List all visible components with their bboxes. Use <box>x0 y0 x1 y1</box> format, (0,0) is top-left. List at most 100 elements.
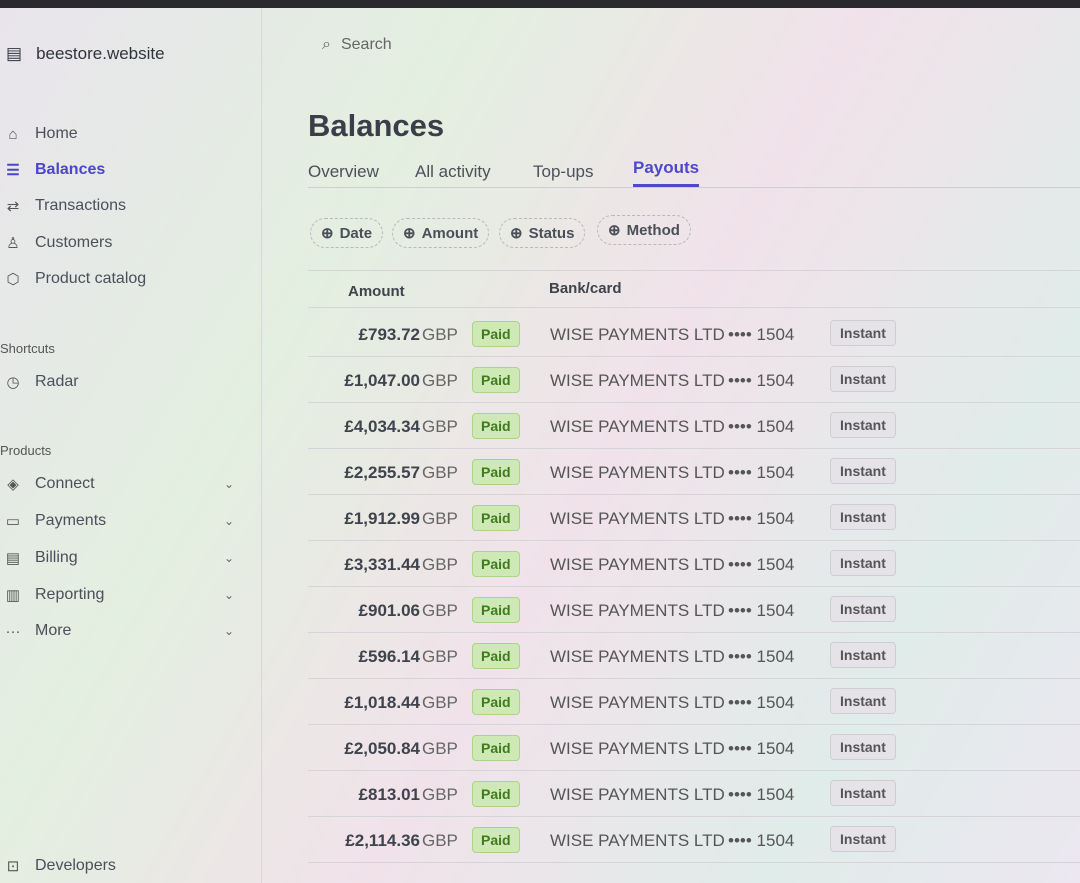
amount: £2,114.36 <box>345 831 420 850</box>
currency: GBP <box>422 647 458 666</box>
status-badge: Paid <box>472 551 520 577</box>
chevron-down-icon[interactable]: ⌄ <box>223 551 234 565</box>
account-switcher[interactable]: ▤ beestore.website <box>6 44 165 64</box>
status-badge: Paid <box>472 413 520 439</box>
filter-date[interactable]: ⊕ Date <box>310 218 384 248</box>
currency: GBP <box>422 785 458 804</box>
store-icon: ▤ <box>6 44 23 63</box>
amount: £3,331.44 <box>344 555 420 574</box>
account-last4: •••• 1504 <box>728 555 795 574</box>
filter-label: Amount <box>421 224 479 242</box>
method-badge: Instant <box>830 826 896 852</box>
table-row[interactable]: £813.01 GBP Paid WISE PAYMENTS LTD •••• … <box>308 771 1080 817</box>
status-badge: Paid <box>472 505 520 531</box>
sidebar-item-reporting[interactable]: ▥ Reporting ⌄ <box>4 586 234 604</box>
currency: GBP <box>422 417 458 436</box>
column-header-amount[interactable]: Amount <box>348 283 405 300</box>
table-row[interactable]: £2,255.57 GBP Paid WISE PAYMENTS LTD •••… <box>308 449 1080 495</box>
filter-method[interactable]: ⊕ Method <box>597 215 691 245</box>
screen-bezel <box>0 0 1080 8</box>
table-header: Amount Bank/card <box>308 270 1080 308</box>
sidebar-item-billing[interactable]: ▤ Billing ⌄ <box>4 549 234 567</box>
sidebar-item-label: More <box>35 622 72 639</box>
bank-name: WISE PAYMENTS LTD <box>550 693 725 712</box>
sidebar-item-more[interactable]: ··· More ⌄ <box>4 622 235 640</box>
amount: £1,912.99 <box>344 509 420 528</box>
status-badge: Paid <box>472 827 520 853</box>
plus-circle-icon: ⊕ <box>510 225 523 242</box>
filter-amount[interactable]: ⊕ Amount <box>392 218 490 248</box>
status-badge: Paid <box>472 735 520 761</box>
table-row[interactable]: £4,034.34 GBP Paid WISE PAYMENTS LTD •••… <box>308 403 1080 449</box>
sidebar-item-label: Balances <box>35 161 106 178</box>
plus-circle-icon: ⊕ <box>608 222 621 239</box>
table-row[interactable]: £2,114.36 GBP Paid WISE PAYMENTS LTD •••… <box>308 817 1080 863</box>
chevron-down-icon[interactable]: ⌄ <box>223 588 234 602</box>
chevron-down-icon[interactable]: ⌄ <box>223 514 234 528</box>
bank-name: WISE PAYMENTS LTD <box>550 785 725 804</box>
sidebar-item-customers[interactable]: ♙ Customers <box>4 234 234 252</box>
account-last4: •••• 1504 <box>728 601 795 620</box>
sidebar-item-developers[interactable]: ⊡ Developers <box>4 857 234 875</box>
amount: £4,034.34 <box>344 417 420 436</box>
table-row[interactable]: £3,331.44 GBP Paid WISE PAYMENTS LTD •••… <box>308 541 1080 587</box>
method-badge: Instant <box>830 320 896 346</box>
sidebar-item-label: Billing <box>35 549 78 566</box>
currency: GBP <box>422 693 458 712</box>
plus-circle-icon: ⊕ <box>403 225 416 242</box>
arrows-icon: ⇄ <box>6 198 20 215</box>
table-row[interactable]: £1,912.99 GBP Paid WISE PAYMENTS LTD •••… <box>308 495 1080 541</box>
account-last4: •••• 1504 <box>728 325 795 344</box>
tab-payouts[interactable]: Payouts <box>633 158 700 187</box>
search-input[interactable]: ⌕ Search <box>322 36 392 54</box>
status-badge: Paid <box>472 689 520 715</box>
chevron-down-icon[interactable]: ⌄ <box>223 477 234 491</box>
bank-name: WISE PAYMENTS LTD <box>550 509 725 528</box>
method-badge: Instant <box>830 596 896 622</box>
account-last4: •••• 1504 <box>728 463 795 482</box>
sidebar-item-radar[interactable]: ◷ Radar <box>4 373 234 391</box>
tab-all-activity[interactable]: All activity <box>415 162 491 181</box>
plus-circle-icon: ⊕ <box>321 225 334 242</box>
amount: £2,050.84 <box>344 739 420 758</box>
terminal-icon: ⊡ <box>6 858 20 875</box>
amount: £793.72 <box>358 325 420 344</box>
radar-icon: ◷ <box>6 374 20 391</box>
method-badge: Instant <box>830 504 896 530</box>
method-badge: Instant <box>830 642 896 668</box>
table-row[interactable]: £596.14 GBP Paid WISE PAYMENTS LTD •••• … <box>308 633 1080 679</box>
sidebar-item-payments[interactable]: ▭ Payments ⌄ <box>4 512 234 530</box>
status-badge: Paid <box>472 459 520 485</box>
currency: GBP <box>422 509 458 528</box>
currency: GBP <box>422 325 458 344</box>
table-row[interactable]: £793.72 GBP Paid WISE PAYMENTS LTD •••• … <box>308 311 1080 357</box>
search-placeholder: Search <box>340 36 392 53</box>
sidebar-item-label: Transactions <box>35 197 126 214</box>
sidebar-item-connect[interactable]: ◈ Connect ⌄ <box>4 475 234 493</box>
sidebar-item-label: Reporting <box>35 586 105 603</box>
sidebar-item-label: Home <box>35 125 78 142</box>
table-row[interactable]: £1,018.44 GBP Paid WISE PAYMENTS LTD •••… <box>308 679 1080 725</box>
connect-icon: ◈ <box>7 476 19 493</box>
sidebar-item-label: Radar <box>35 373 79 390</box>
filter-status[interactable]: ⊕ Status <box>499 218 586 248</box>
account-last4: •••• 1504 <box>728 831 795 850</box>
column-header-bank[interactable]: Bank/card <box>549 280 622 297</box>
sidebar-item-label: Customers <box>35 234 113 251</box>
table-row[interactable]: £901.06 GBP Paid WISE PAYMENTS LTD •••• … <box>308 587 1080 633</box>
tab-overview[interactable]: Overview <box>308 162 379 181</box>
billing-icon: ▤ <box>5 550 21 567</box>
sidebar-item-product-catalog[interactable]: ⬡ Product catalog <box>4 270 234 288</box>
currency: GBP <box>422 739 458 758</box>
tab-top-ups[interactable]: Top-ups <box>533 162 594 181</box>
sidebar-item-home[interactable]: ⌂ Home <box>4 125 234 143</box>
table-row[interactable]: £1,047.00 GBP Paid WISE PAYMENTS LTD •••… <box>308 357 1080 403</box>
account-last4: •••• 1504 <box>728 509 795 528</box>
shortcuts-heading: Shortcuts <box>0 341 55 356</box>
account-last4: •••• 1504 <box>728 739 795 758</box>
chevron-down-icon[interactable]: ⌄ <box>223 624 234 638</box>
sidebar-item-balances[interactable]: ☰ Balances <box>4 161 234 179</box>
table-row[interactable]: £2,050.84 GBP Paid WISE PAYMENTS LTD •••… <box>308 725 1080 771</box>
sidebar-item-transactions[interactable]: ⇄ Transactions <box>4 197 234 215</box>
account-last4: •••• 1504 <box>728 785 795 804</box>
